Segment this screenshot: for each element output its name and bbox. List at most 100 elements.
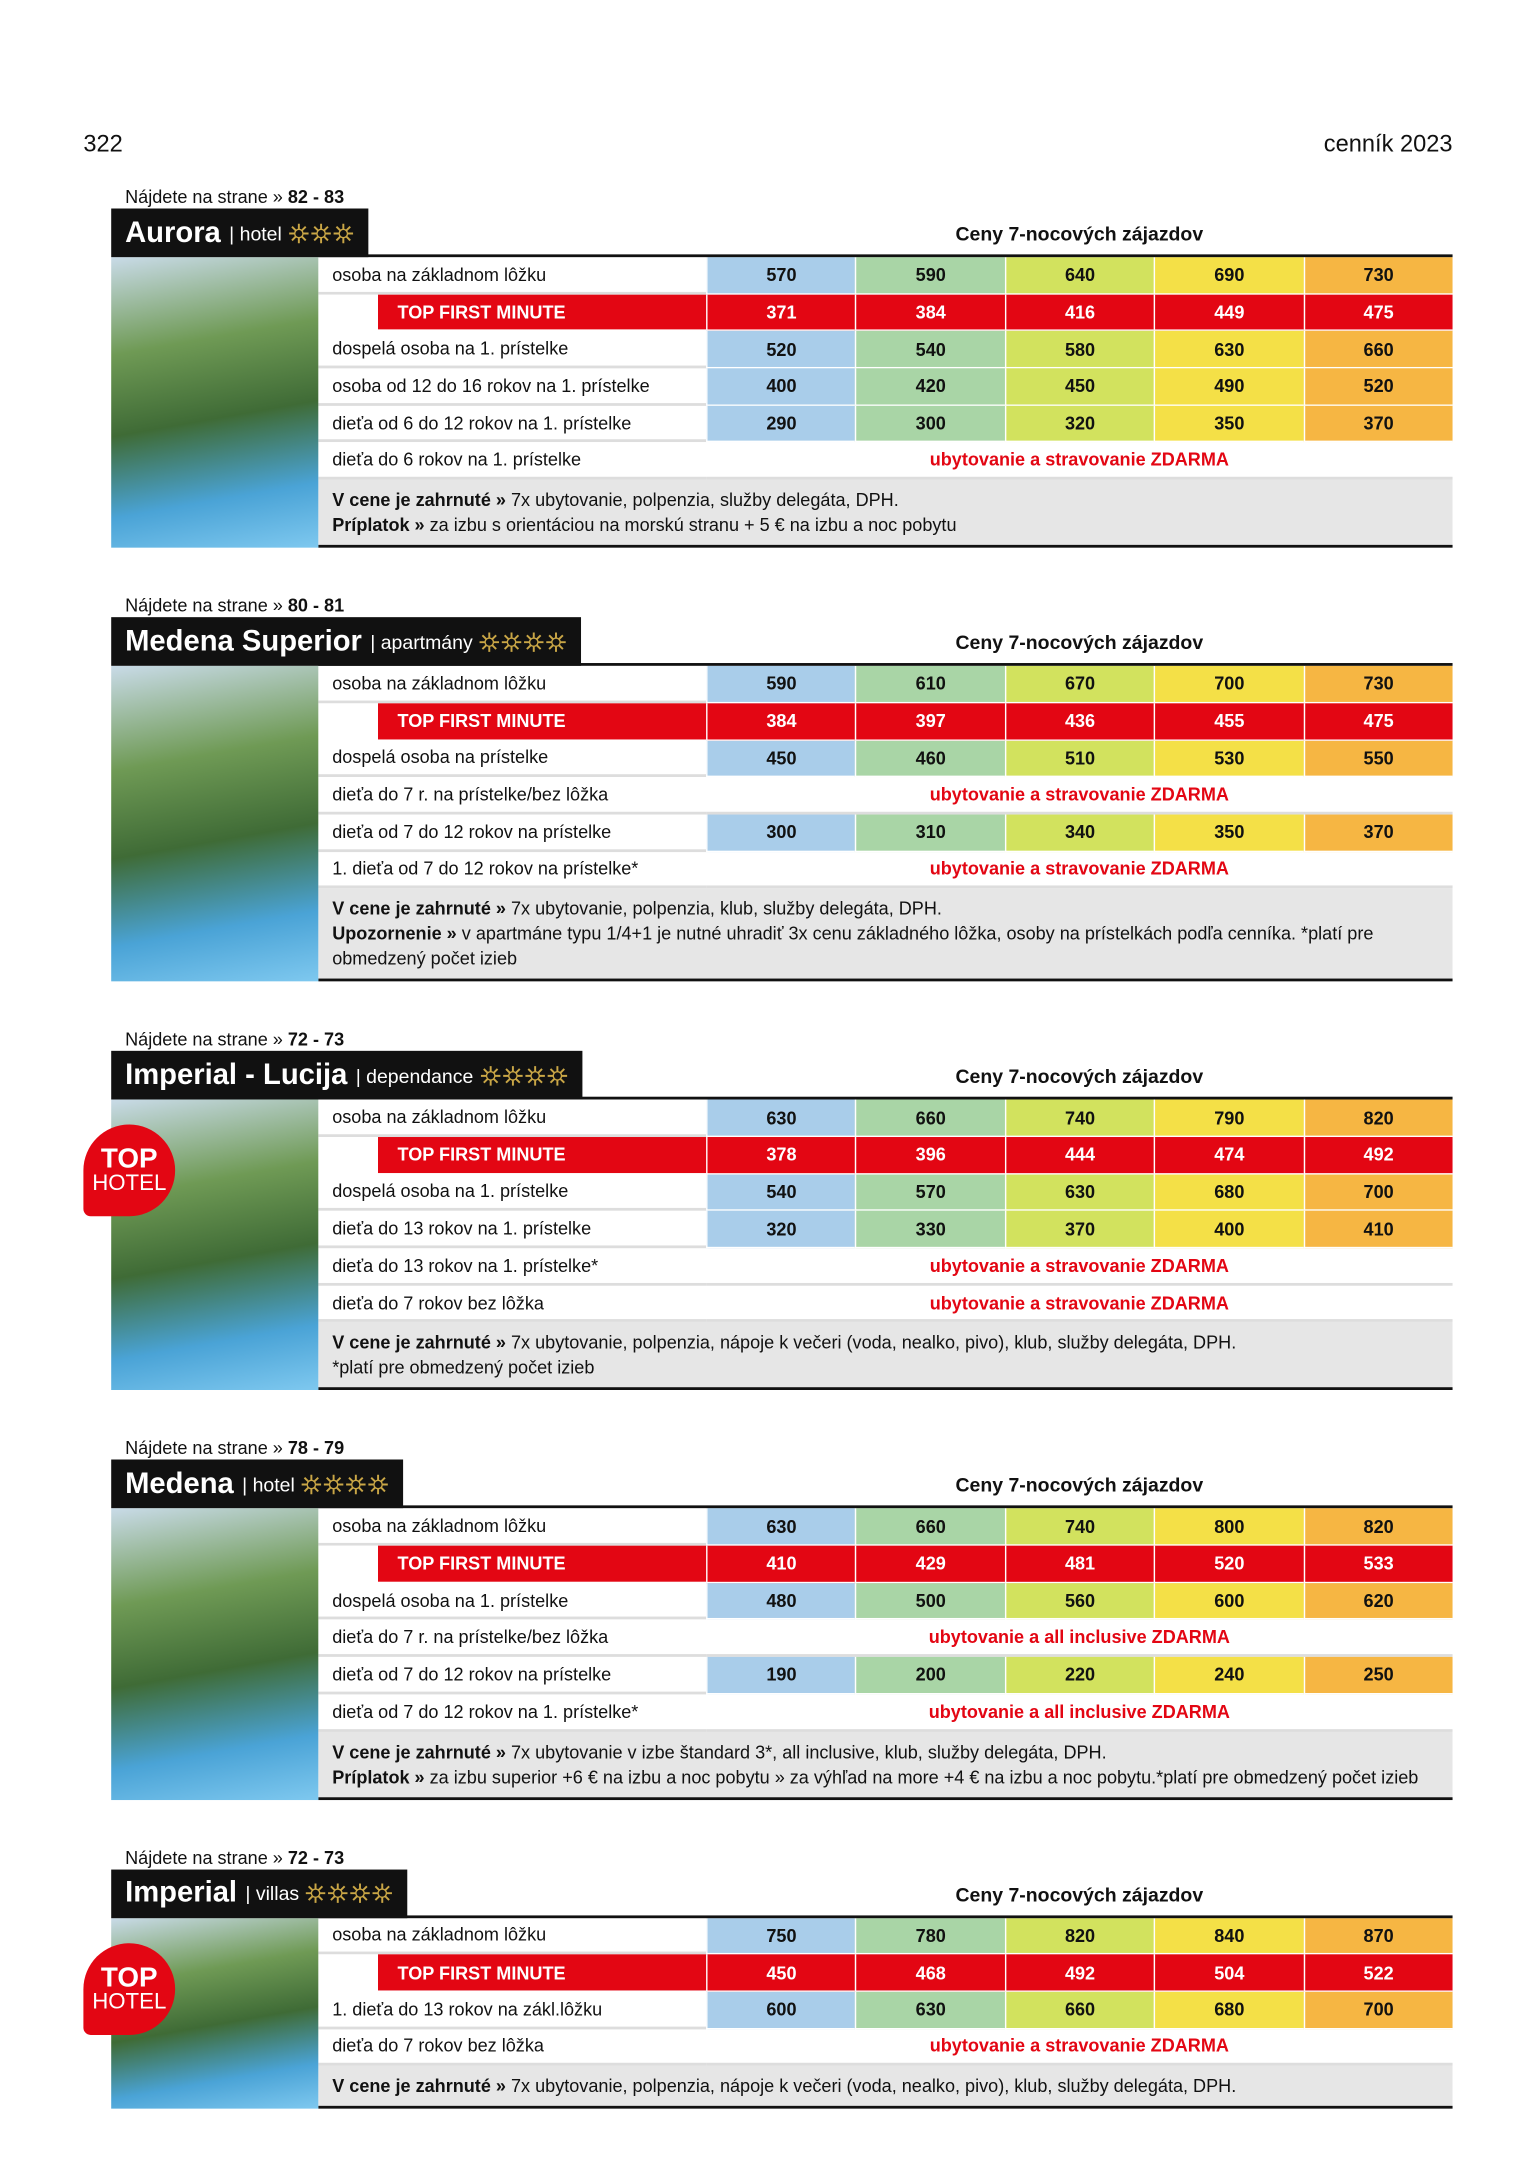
reference-text: Nájdete na strane » xyxy=(125,1028,283,1050)
price-cell: 660 xyxy=(1303,331,1453,369)
price-row: osoba na základnom lôžku 630 660 740 790 820 xyxy=(318,1099,1453,1137)
price-row: TOP FIRST MINUTE 450 468 492 504 522 xyxy=(318,1954,1453,1992)
row-label: dieťa od 7 do 12 rokov na 1. prístelke* xyxy=(318,1694,707,1732)
rating-stars xyxy=(288,223,353,243)
price-cell: 240 xyxy=(1154,1657,1304,1695)
rating-stars xyxy=(479,631,566,652)
price-cell: 660 xyxy=(855,1508,1005,1546)
price-cell: 800 xyxy=(1154,1508,1304,1546)
price-row: dospelá osoba na 1. prístelke 520 540 580 63… xyxy=(318,331,1453,369)
free-note: ubytovanie a all inclusive ZDARMA xyxy=(706,1620,1453,1658)
price-cell: 340 xyxy=(1004,814,1155,852)
row-label: osoba od 12 do 16 rokov na 1. prístelke xyxy=(318,368,707,406)
note-text: 7x ubytovanie, polpenzia, nápoje k večer… xyxy=(510,1332,1237,1353)
row-label: osoba na základnom lôžku xyxy=(318,257,707,295)
price-cell: 436 xyxy=(1004,703,1155,741)
top-hotel-badge: TOP HOTEL xyxy=(83,1124,176,1217)
free-note: ubytovanie a stravovanie ZDARMA xyxy=(706,2029,1453,2066)
hotel-name: Medena xyxy=(125,1467,234,1500)
price-cell: 700 xyxy=(1303,1991,1453,2029)
price-cell: 444 xyxy=(1004,1136,1155,1175)
note-line: *platí pre obmedzený počet izieb xyxy=(332,1356,1438,1381)
section-body: TOP HOTEL osoba na základnom lôžku 750 780 82… xyxy=(83,1917,1453,2109)
price-cell: 730 xyxy=(1303,665,1453,704)
price-cell: 455 xyxy=(1154,703,1304,741)
price-cell: 370 xyxy=(1303,405,1453,443)
price-row: dieťa do 7 rokov bez lôžka ubytovanie a s… xyxy=(318,1285,1453,1323)
price-cell: 371 xyxy=(706,294,856,332)
price-cell: 630 xyxy=(855,1991,1005,2029)
row-label: TOP FIRST MINUTE xyxy=(318,1136,707,1175)
hotel-type: apartmány xyxy=(370,631,473,653)
price-cell: 590 xyxy=(706,665,856,704)
title-bar: Imperial - Lucija dependance xyxy=(111,1051,582,1100)
free-note: ubytovanie a stravovanie ZDARMA xyxy=(706,1285,1453,1323)
price-row: dieťa od 7 do 12 rokov na prístelke 300 31… xyxy=(318,814,1453,852)
reference-pages: 82 - 83 xyxy=(287,186,345,208)
price-cell: 474 xyxy=(1154,1136,1304,1175)
note-text: 7x ubytovanie, polpenzia, služby delegát… xyxy=(510,489,899,511)
note-line: Príplatok » za izbu s orientáciou na mor… xyxy=(332,513,1438,538)
price-row: osoba od 12 do 16 rokov na 1. prístelke 4… xyxy=(318,368,1453,406)
price-row: dieťa do 7 r. na prístelke/bez lôžka ubyt… xyxy=(318,777,1453,815)
row-label: dieťa do 6 rokov na 1. prístelke xyxy=(318,443,707,480)
page-reference: Nájdete na strane » 82 - 83 xyxy=(111,186,1452,208)
price-cell: 780 xyxy=(855,1917,1005,1955)
hotel-name: Imperial xyxy=(125,1876,238,1909)
row-label: 1. dieťa od 7 do 12 rokov na prístelke* xyxy=(318,851,707,889)
price-cell: 680 xyxy=(1154,1174,1304,1212)
price-table: osoba na základnom lôžku 590 610 670 700 730 T… xyxy=(318,665,1453,982)
price-cell: 450 xyxy=(706,740,856,778)
price-cell: 492 xyxy=(1004,1954,1155,1992)
price-row: TOP FIRST MINUTE 410 429 481 520 533 xyxy=(318,1545,1453,1583)
note-line: V cene je zahrnuté » 7x ubytovanie, polp… xyxy=(332,2074,1438,2099)
page-reference: Nájdete na strane » 80 - 81 xyxy=(111,595,1452,617)
note-text: 7x ubytovanie, polpenzia, nápoje k večer… xyxy=(510,2075,1237,2097)
row-label: 1. dieťa do 13 rokov na zákl.lôžku xyxy=(318,1992,707,2029)
price-cell: 384 xyxy=(855,294,1005,332)
note-text: za izbu s orientáciou na morskú stranu +… xyxy=(429,514,957,536)
note-text: *platí pre obmedzený počet izieb xyxy=(332,1357,595,1379)
free-note: ubytovanie a all inclusive ZDARMA xyxy=(706,1694,1453,1732)
price-cell: 640 xyxy=(1004,257,1155,295)
price-row: osoba na základnom lôžku 570 590 640 690 730 xyxy=(318,257,1453,295)
price-cell: 533 xyxy=(1303,1545,1453,1583)
hotel-photo xyxy=(111,257,319,548)
price-cell: 410 xyxy=(1303,1211,1453,1249)
price-cell: 450 xyxy=(706,1954,856,1992)
price-cell: 300 xyxy=(706,814,856,852)
price-cell: 610 xyxy=(855,665,1005,704)
page-reference: Nájdete na strane » 72 - 73 xyxy=(111,1029,1452,1051)
price-cell: 560 xyxy=(1004,1582,1155,1620)
price-cell: 460 xyxy=(855,740,1005,778)
price-cell: 570 xyxy=(855,1174,1005,1212)
note-label: Príplatok » xyxy=(332,514,425,536)
rating-stars xyxy=(480,1065,567,1086)
free-note: ubytovanie a stravovanie ZDARMA xyxy=(706,1248,1453,1286)
included-notes: V cene je zahrnuté » 7x ubytovanie, polp… xyxy=(318,1322,1453,1391)
title-bar: Medena hotel xyxy=(111,1460,404,1509)
price-cell: 570 xyxy=(706,257,856,295)
price-row: osoba na základnom lôžku 630 660 740 800 820 xyxy=(318,1508,1453,1546)
hotel-name: Imperial - Lucija xyxy=(125,1058,348,1091)
price-row: dieťa do 13 rokov na 1. prístelke* ubytov… xyxy=(318,1248,1453,1286)
price-header: Ceny 7-nocových zájazdov xyxy=(955,631,1204,654)
price-cell: 500 xyxy=(855,1582,1005,1620)
price-header: Ceny 7-nocových zájazdov xyxy=(955,1882,1204,1905)
free-note: ubytovanie a stravovanie ZDARMA xyxy=(706,851,1453,889)
price-cell: 310 xyxy=(855,814,1005,852)
page-title: cenník 2023 xyxy=(1323,130,1453,158)
price-cell: 384 xyxy=(706,703,856,741)
price-cell: 630 xyxy=(1004,1174,1155,1212)
price-table: osoba na základnom lôžku 630 660 740 790 820 T… xyxy=(318,1099,1453,1391)
price-cell: 870 xyxy=(1303,1917,1453,1955)
hotel-section: Nájdete na strane » 80 - 81 Medena Superi… xyxy=(111,595,1453,982)
hotel-photo xyxy=(111,1508,319,1800)
price-cell: 330 xyxy=(855,1211,1005,1249)
price-cell: 290 xyxy=(706,405,856,443)
reference-pages: 80 - 81 xyxy=(287,595,345,616)
price-cell: 397 xyxy=(855,703,1005,741)
row-label: dieťa do 7 rokov bez lôžka xyxy=(318,1285,707,1323)
note-label: Príplatok » xyxy=(332,1765,425,1787)
